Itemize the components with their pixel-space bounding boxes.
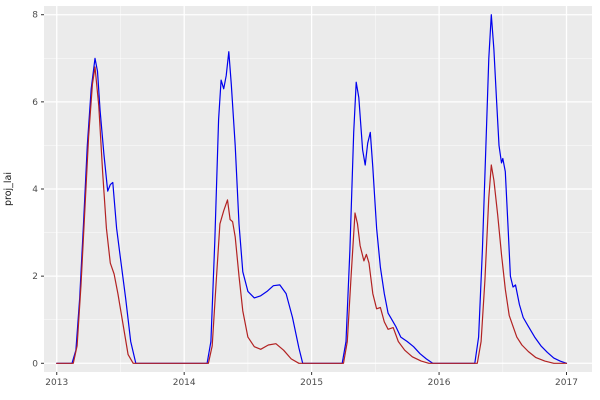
svg-text:0: 0 <box>32 359 38 369</box>
svg-text:2017: 2017 <box>555 378 578 388</box>
axis-ticks <box>41 14 568 375</box>
svg-text:2: 2 <box>32 272 38 282</box>
svg-text:6: 6 <box>32 98 38 108</box>
svg-text:8: 8 <box>32 11 38 21</box>
svg-text:4: 4 <box>32 185 38 195</box>
svg-text:2013: 2013 <box>45 378 68 388</box>
y-axis-label: proj_lai <box>3 172 14 206</box>
series-line-blue <box>56 14 568 364</box>
x-tick-labels: 2013 2014 2015 2016 2017 <box>45 378 578 388</box>
svg-text:2016: 2016 <box>428 378 451 388</box>
svg-text:2015: 2015 <box>300 378 323 388</box>
y-tick-labels: 0 2 4 6 8 <box>32 11 38 370</box>
svg-text:2014: 2014 <box>173 378 196 388</box>
series-line-red <box>56 66 568 364</box>
